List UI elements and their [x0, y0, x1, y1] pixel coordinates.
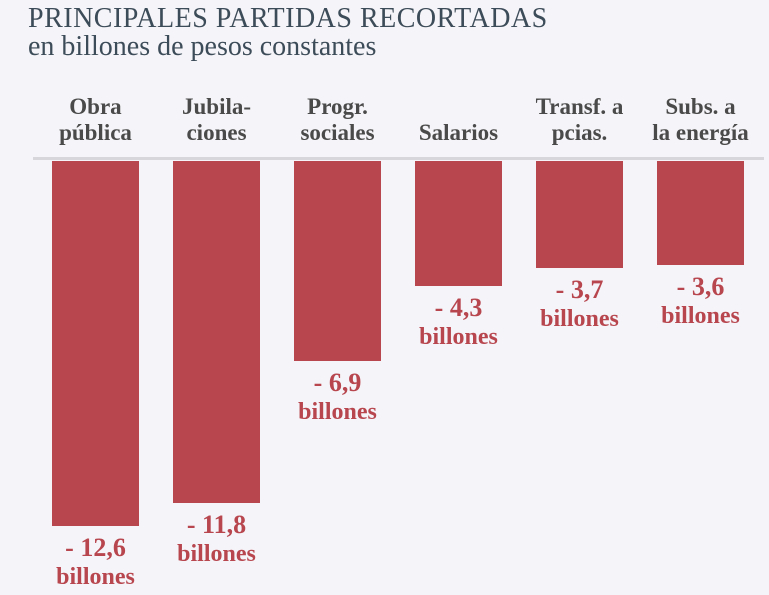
bar-column: - 3,6 billones: [657, 161, 744, 331]
category-label: Progr. sociales: [294, 94, 381, 146]
value-label: - 4,3 billones: [419, 293, 498, 352]
bar: [657, 161, 744, 265]
bar-column: - 6,9 billones: [294, 161, 381, 427]
value-unit: billones: [661, 303, 740, 329]
bar: [173, 161, 260, 503]
value-amount: - 12,6: [65, 533, 126, 562]
category-label-line: Obra: [69, 94, 122, 119]
category-label-line: pública: [59, 120, 132, 145]
category-label: Jubila-ciones: [173, 94, 260, 146]
category-label-line: Progr.: [307, 94, 368, 119]
value-label: - 3,7 billones: [540, 275, 619, 334]
bar: [52, 161, 139, 526]
category-label-line: Salarios: [418, 120, 499, 145]
zero-baseline: [33, 157, 764, 160]
category-label-line: Subs. a: [665, 94, 736, 119]
bars-row: - 12,6 billones - 11,8 billones - 6,9 billone…: [52, 161, 744, 592]
bar-column: - 11,8 billones: [173, 161, 260, 569]
value-amount: - 4,3: [434, 293, 483, 322]
value-amount: - 3,7: [555, 275, 604, 304]
category-label-line: la energía: [652, 120, 749, 145]
value-label: - 11,8 billones: [177, 510, 256, 569]
category-label: Transf. a pcias.: [535, 94, 624, 146]
category-label-line: sociales: [300, 120, 375, 145]
bar: [415, 161, 502, 286]
category-label-line: pcias.: [551, 120, 608, 145]
category-label-line: Transf. a: [535, 94, 624, 119]
value-unit: billones: [419, 324, 498, 350]
value-amount: - 3,6: [676, 272, 725, 301]
bar-column: - 12,6 billones: [52, 161, 139, 592]
value-label: - 6,9 billones: [298, 368, 377, 427]
value-unit: billones: [177, 541, 256, 567]
category-label: Salarios: [415, 120, 502, 146]
value-amount: - 6,9: [313, 368, 362, 397]
chart-title: PRINCIPALES PARTIDAS RECORTADAS: [28, 3, 548, 34]
value-label: - 3,6 billones: [661, 272, 740, 331]
value-unit: billones: [56, 564, 135, 590]
category-label: Obra pública: [52, 94, 139, 146]
value-amount: - 11,8: [186, 510, 247, 539]
chart-subtitle: en billones de pesos constantes: [28, 31, 377, 62]
bar: [294, 161, 381, 361]
category-labels-row: Obra pública Jubila-ciones Progr. sociales Sa…: [52, 80, 749, 146]
chart-header: PRINCIPALES PARTIDAS RECORTADAS en billo…: [28, 3, 548, 62]
category-label-line: Jubila-: [181, 94, 252, 119]
bar: [536, 161, 623, 268]
bar-column: - 3,7 billones: [536, 161, 623, 334]
value-unit: billones: [298, 399, 377, 425]
value-label: - 12,6 billones: [56, 533, 135, 592]
value-unit: billones: [540, 306, 619, 332]
category-label-line: ciones: [186, 120, 247, 145]
bar-column: - 4,3 billones: [415, 161, 502, 352]
category-label: Subs. a la energía: [652, 94, 748, 146]
